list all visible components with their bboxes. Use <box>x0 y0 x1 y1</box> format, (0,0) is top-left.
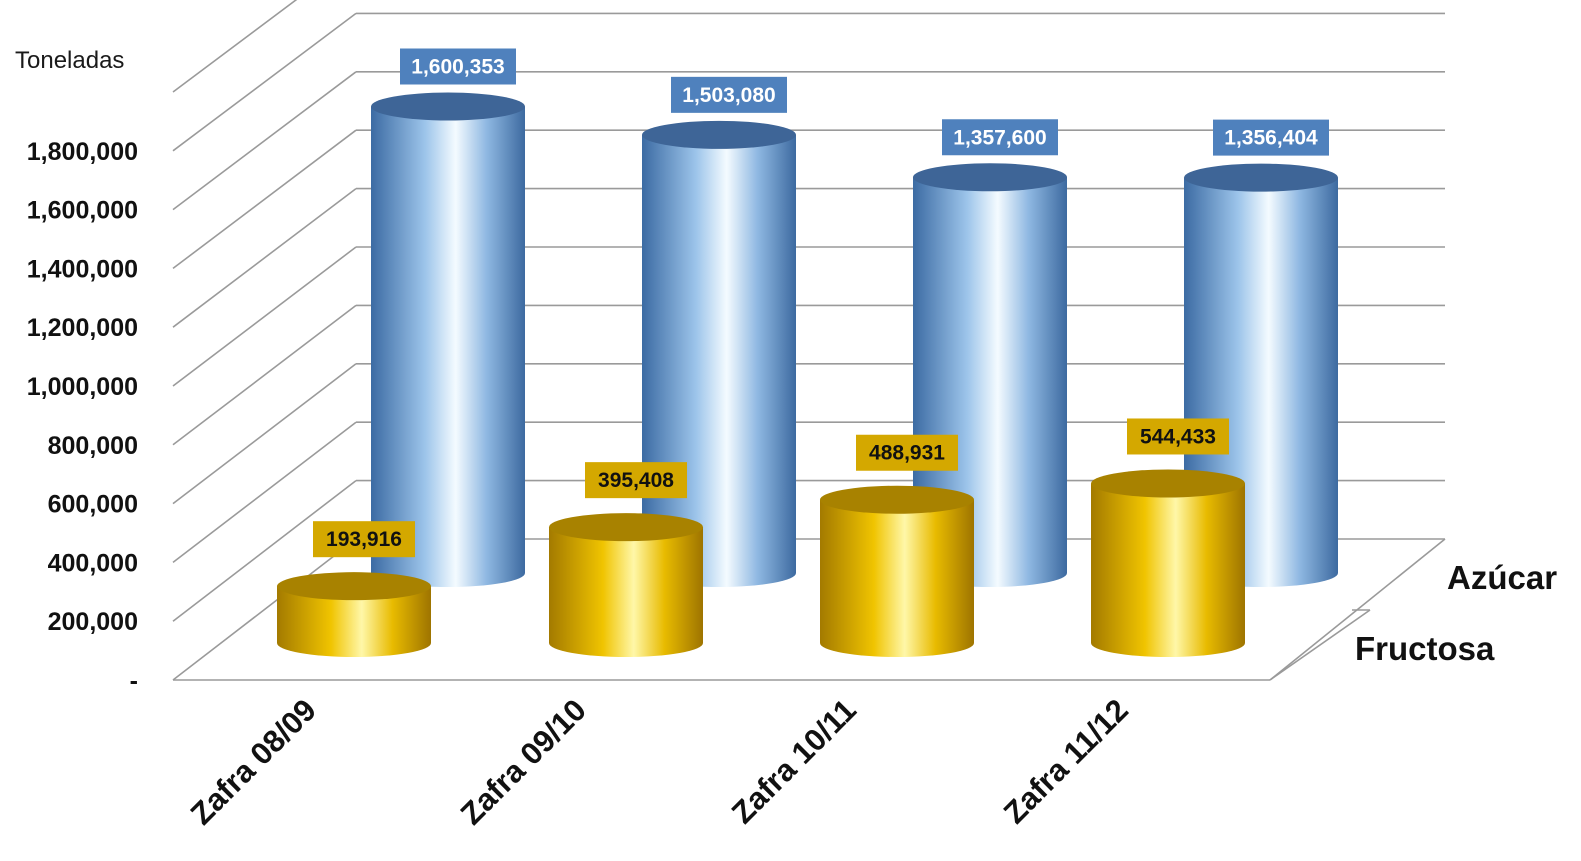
fructosa-bar-body <box>820 499 974 657</box>
gridline <box>172 71 1445 211</box>
fructosa-data-label: 488,931 <box>856 434 958 471</box>
y-tick-label: - <box>130 667 138 695</box>
fructosa-bar <box>1091 469 1245 657</box>
x-tick-label: Zafra 11/12 <box>997 692 1135 830</box>
fructosa-label-box <box>1127 418 1229 455</box>
gridline <box>172 0 298 93</box>
y-tick-label: 1,200,000 <box>27 314 138 342</box>
azucar-label-box <box>400 48 516 85</box>
fructosa-bar-body <box>1091 483 1245 657</box>
x-tick-label: Zafra 10/11 <box>725 692 863 830</box>
azucar-bar <box>913 163 1067 588</box>
fructosa-data-label: 193,916 <box>313 521 415 558</box>
azucar-data-label: 1,600,353 <box>400 48 516 85</box>
gridline-side <box>172 71 357 211</box>
fructosa-data-label: 544,433 <box>1127 418 1229 455</box>
gridline-side <box>172 187 357 328</box>
gridline-side <box>172 129 357 270</box>
gridline-side <box>172 246 357 387</box>
y-tick-label: 1,400,000 <box>27 255 138 283</box>
azucar-bar-body <box>371 106 525 587</box>
y-tick-label: 1,600,000 <box>27 197 138 225</box>
azucar-label-box <box>1213 119 1329 156</box>
fructosa-bar-top <box>1091 469 1245 498</box>
azucar-data-label: 1,356,404 <box>1213 119 1329 156</box>
y-tick-label: 800,000 <box>48 432 138 460</box>
gridline-side <box>172 421 357 564</box>
x-tick-label: Zafra 08/09 <box>184 692 323 831</box>
azucar-label-box <box>942 119 1058 156</box>
azucar-bar <box>371 92 525 587</box>
x-axis-ticks: Zafra 08/09 Zafra 09/10 Zafra 10/11 Zafra 1… <box>184 692 1135 831</box>
y-axis-label: Toneladas <box>15 47 124 74</box>
fructosa-label-text: 193,916 <box>326 528 402 551</box>
data-labels: 1,600,353 1,503,080 1,357,600 1,356,404 193,… <box>313 48 1329 558</box>
fructosa-bar-top <box>549 513 703 542</box>
azucar-data-label: 1,357,600 <box>942 119 1058 156</box>
fructosa-bar <box>820 485 974 657</box>
fructosa-label-text: 544,433 <box>1140 425 1216 448</box>
gridline-side <box>172 363 357 505</box>
y-tick-label: 600,000 <box>48 491 138 519</box>
y-tick-label: 400,000 <box>48 549 138 577</box>
gridline-side <box>172 0 298 93</box>
fructosa-label-text: 488,931 <box>869 442 945 465</box>
gridline-side <box>172 304 357 446</box>
azucar-label-text: 1,503,080 <box>682 84 775 107</box>
fructosa-data-label: 395,408 <box>585 462 687 499</box>
gridline-side <box>172 538 357 681</box>
azucar-label-text: 1,357,600 <box>953 126 1046 149</box>
y-tick-label: 1,000,000 <box>27 373 138 401</box>
azucar-bar-top <box>1184 163 1338 192</box>
bars <box>277 92 1338 657</box>
fructosa-label-text: 395,408 <box>598 469 674 492</box>
y-tick-label: 200,000 <box>48 608 138 636</box>
azucar-bar-top <box>371 92 525 121</box>
depth-edge <box>1269 609 1371 681</box>
fructosa-bar <box>277 572 431 657</box>
fructosa-bar-top <box>277 572 431 601</box>
fructosa-label-box <box>313 521 415 558</box>
gridline-side <box>172 479 357 622</box>
series-names: Azúcar Fructosa <box>1355 559 1557 667</box>
azucar-bar-body <box>913 177 1067 588</box>
azucar-label-text: 1,356,404 <box>1224 127 1318 150</box>
gridline <box>172 12 1445 152</box>
gridline-side <box>172 12 357 152</box>
fructosa-bar-body <box>277 586 431 657</box>
fructosa-bar-body <box>549 527 703 657</box>
series-name-fructosa: Fructosa <box>1355 630 1495 667</box>
azucar-label-text: 1,600,353 <box>411 55 504 78</box>
fructosa-label-box <box>585 462 687 499</box>
series-name-azucar: Azúcar <box>1447 559 1557 596</box>
y-tick-label: 1,800,000 <box>27 138 138 166</box>
azucar-bar-top <box>913 163 1067 192</box>
fructosa-bar <box>549 513 703 657</box>
x-tick-label: Zafra 09/10 <box>454 692 593 831</box>
fructosa-bar-top <box>820 485 974 514</box>
azucar-label-box <box>671 76 787 113</box>
y-axis-ticks: - 200,000 400,000 600,000 800,000 1,000,000 1,… <box>27 138 138 695</box>
azucar-bar-top <box>642 120 796 149</box>
fructosa-label-box <box>856 434 958 471</box>
azucar-data-label: 1,503,080 <box>671 76 787 113</box>
